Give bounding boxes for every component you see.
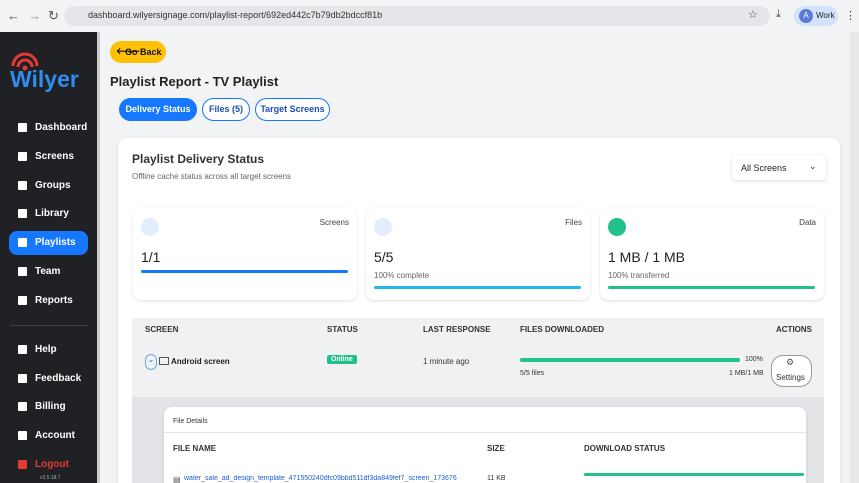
nav-item[interactable]: Groups: [35, 179, 71, 191]
nav-icon: [18, 345, 27, 354]
file-name[interactable]: water_sale_ad_design_template_471550240d…: [184, 475, 457, 482]
panel-title: Playlist Delivery Status: [132, 152, 265, 166]
scrollbar: [850, 32, 859, 483]
stat-value: 5/5: [374, 249, 394, 265]
nav-item[interactable]: Screens: [35, 150, 74, 162]
file-details-card: [164, 407, 806, 483]
column-header: FILE NAME: [173, 444, 217, 453]
download[interactable]: ⤓: [776, 8, 781, 20]
files-progress: [520, 358, 740, 362]
files-size: 1 MB/1 MB: [729, 370, 764, 377]
settings-icon: ⚙: [786, 357, 795, 367]
reload[interactable]: ↻: [48, 8, 59, 23]
nav-icon: [18, 459, 27, 469]
stat-note: 100% transferred: [608, 271, 670, 280]
nav-icon: [18, 373, 27, 383]
filter-chevron: ⌄: [809, 161, 817, 171]
file-icon: ▤: [173, 475, 181, 483]
tab[interactable]: Target Screens: [255, 98, 330, 121]
nav-icon: [18, 431, 27, 441]
divider: [164, 432, 806, 433]
nav-item[interactable]: Dashboard: [35, 122, 88, 133]
expand-toggle[interactable]: ⌄: [145, 354, 157, 370]
nav-icon: [18, 209, 27, 219]
nav-icon: [18, 123, 27, 132]
stat-card: [366, 208, 590, 300]
sidebar-scrollbar: [97, 32, 100, 483]
files-count: 5/5 files: [520, 370, 545, 377]
go-back-arrow: 🡐: [116, 46, 141, 56]
nav-item[interactable]: Library: [35, 208, 69, 220]
column-header: LAST RESPONSE: [423, 325, 491, 334]
logo-icon: [11, 52, 39, 71]
stat-card: [600, 208, 824, 300]
last-response: 1 minute ago: [423, 357, 470, 366]
column-header: ACTIONS: [776, 325, 812, 334]
files-percent: 100%: [745, 356, 763, 363]
sidebar: [0, 32, 97, 483]
column-header: SCREEN: [145, 325, 179, 334]
go-back-button[interactable]: [110, 41, 166, 63]
page-title: Playlist Report - TV Playlist: [110, 74, 279, 89]
stat-value: 1 MB / 1 MB: [608, 249, 686, 265]
download-progress: [584, 473, 804, 476]
file-details-title: File Details: [173, 418, 208, 425]
nav-icon: [18, 267, 27, 276]
stat-card: [133, 208, 357, 300]
profile-name: Work: [816, 11, 835, 20]
nav-item[interactable]: Playlists: [35, 237, 76, 249]
stat-value: 1/1: [141, 249, 161, 265]
nav-icon: [18, 238, 27, 248]
tab[interactable]: Delivery Status: [119, 98, 197, 121]
stat-icon: [608, 218, 626, 236]
menu[interactable]: ⋮: [845, 10, 856, 22]
stat-note: 100% complete: [374, 271, 430, 280]
screen-icon: [159, 357, 169, 365]
logo: Wilyer: [10, 66, 79, 92]
stat-label: Data: [799, 218, 816, 227]
nav-item[interactable]: Billing: [35, 401, 66, 413]
status-badge: Online: [327, 355, 357, 364]
go-back-label: Go Back: [125, 47, 162, 57]
stat-label: Files: [565, 218, 582, 227]
forward-arrow[interactable]: →: [28, 8, 41, 23]
panel-subtitle: Offline cache status across all target s…: [132, 172, 292, 181]
column-header: SIZE: [487, 444, 505, 453]
version: v3.5.18.7: [40, 475, 61, 481]
back-arrow[interactable]: ←: [7, 8, 20, 23]
url: dashboard.wilyersignage.com/playlist-rep…: [88, 10, 383, 20]
screen-filter[interactable]: [732, 155, 826, 180]
nav-icon: [18, 180, 27, 190]
stat-icon: [141, 218, 159, 236]
settings-label: Settings: [776, 373, 805, 382]
address-bar[interactable]: [64, 6, 770, 26]
tab[interactable]: Files (5): [202, 98, 250, 121]
nav-icon: [18, 151, 27, 161]
file-size: 11 KB: [487, 475, 506, 482]
stat-label: Screens: [319, 218, 349, 227]
stat-bar: [374, 286, 581, 289]
filter-label: All Screens: [741, 163, 787, 173]
screen-name: Android screen: [171, 357, 230, 366]
column-header: FILES DOWNLOADED: [520, 325, 604, 334]
nav-item[interactable]: Help: [35, 344, 57, 355]
nav-item[interactable]: Team: [35, 266, 61, 277]
nav-item[interactable]: Logout: [35, 458, 69, 470]
nav-item[interactable]: Reports: [35, 294, 73, 306]
column-header: STATUS: [327, 325, 358, 334]
settings-button[interactable]: [771, 355, 812, 387]
nav-icon: [18, 402, 27, 412]
nav-item[interactable]: Feedback: [35, 372, 82, 384]
stat-icon: [374, 218, 392, 236]
stat-bar: [608, 286, 815, 289]
nav-item[interactable]: Account: [35, 430, 75, 442]
column-header: DOWNLOAD STATUS: [584, 444, 666, 453]
avatar: A: [799, 9, 813, 23]
bookmark-star[interactable]: ☆: [748, 9, 758, 21]
stat-bar: [141, 270, 348, 273]
nav-icon: [18, 295, 27, 305]
divider: [10, 325, 88, 326]
